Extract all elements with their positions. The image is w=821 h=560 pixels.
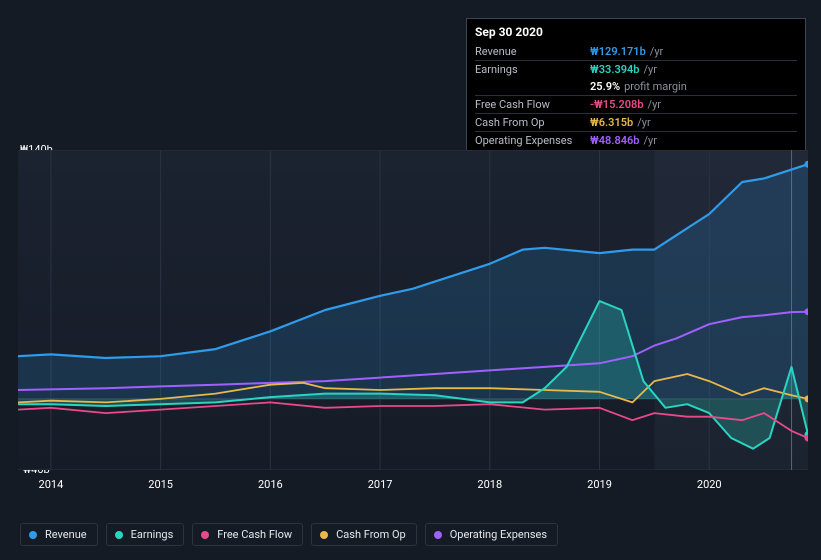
tooltip-row-unit: /yr — [648, 98, 661, 111]
tooltip-row-value: ₩129.171b — [590, 45, 646, 58]
tooltip-row: Operating Expenses₩48.846b/yr — [475, 131, 797, 149]
tooltip-date: Sep 30 2020 — [475, 23, 797, 43]
tooltip-row: Earnings₩33.394b/yr — [475, 60, 797, 78]
chart-plot[interactable] — [18, 150, 808, 510]
tooltip-row-value: ₩6.315b — [590, 116, 633, 129]
legend-swatch — [434, 531, 442, 539]
legend-swatch — [201, 531, 209, 539]
tooltip-row: Cash From Op₩6.315b/yr — [475, 113, 797, 131]
tooltip-row-label: Operating Expenses — [475, 134, 590, 147]
tooltip-subrow: 25.9% profit margin — [475, 78, 797, 95]
tooltip-row-label: Revenue — [475, 45, 590, 58]
legend-label: Cash From Op — [336, 528, 406, 541]
legend-label: Operating Expenses — [450, 528, 547, 541]
tooltip-row-unit: /yr — [643, 63, 656, 76]
legend-item[interactable]: Free Cash Flow — [192, 523, 303, 546]
legend-item[interactable]: Revenue — [20, 523, 98, 546]
legend-label: Revenue — [45, 528, 87, 541]
legend-item[interactable]: Operating Expenses — [425, 523, 558, 546]
tooltip-sub-value: 25.9% — [590, 80, 620, 93]
legend: Revenue Earnings Free Cash Flow Cash From O… — [20, 523, 558, 546]
legend-swatch — [29, 531, 37, 539]
legend-label: Earnings — [131, 528, 174, 541]
legend-swatch — [115, 531, 123, 539]
tooltip-row-value: -₩15.208b — [590, 98, 644, 111]
tooltip-row-value: ₩33.394b — [590, 63, 639, 76]
legend-item[interactable]: Cash From Op — [311, 523, 417, 546]
tooltip-row-unit: /yr — [643, 134, 656, 147]
tooltip-row-unit: /yr — [650, 45, 663, 58]
chart-panel: Sep 30 2020 Revenue₩129.171b/yrEarnings₩… — [0, 0, 821, 560]
tooltip-row-unit: /yr — [637, 116, 650, 129]
tooltip-row: Revenue₩129.171b/yr — [475, 43, 797, 60]
legend-item[interactable]: Earnings — [106, 523, 185, 546]
legend-label: Free Cash Flow — [217, 528, 292, 541]
hover-tooltip: Sep 30 2020 Revenue₩129.171b/yrEarnings₩… — [466, 18, 806, 154]
tooltip-row: Free Cash Flow-₩15.208b/yr — [475, 95, 797, 113]
tooltip-row-value: ₩48.846b — [590, 134, 639, 147]
tooltip-row-label: Cash From Op — [475, 116, 590, 129]
tooltip-row-label: Earnings — [475, 63, 590, 76]
legend-swatch — [320, 531, 328, 539]
tooltip-sub-label: profit margin — [624, 80, 687, 93]
tooltip-row-label: Free Cash Flow — [475, 98, 590, 111]
